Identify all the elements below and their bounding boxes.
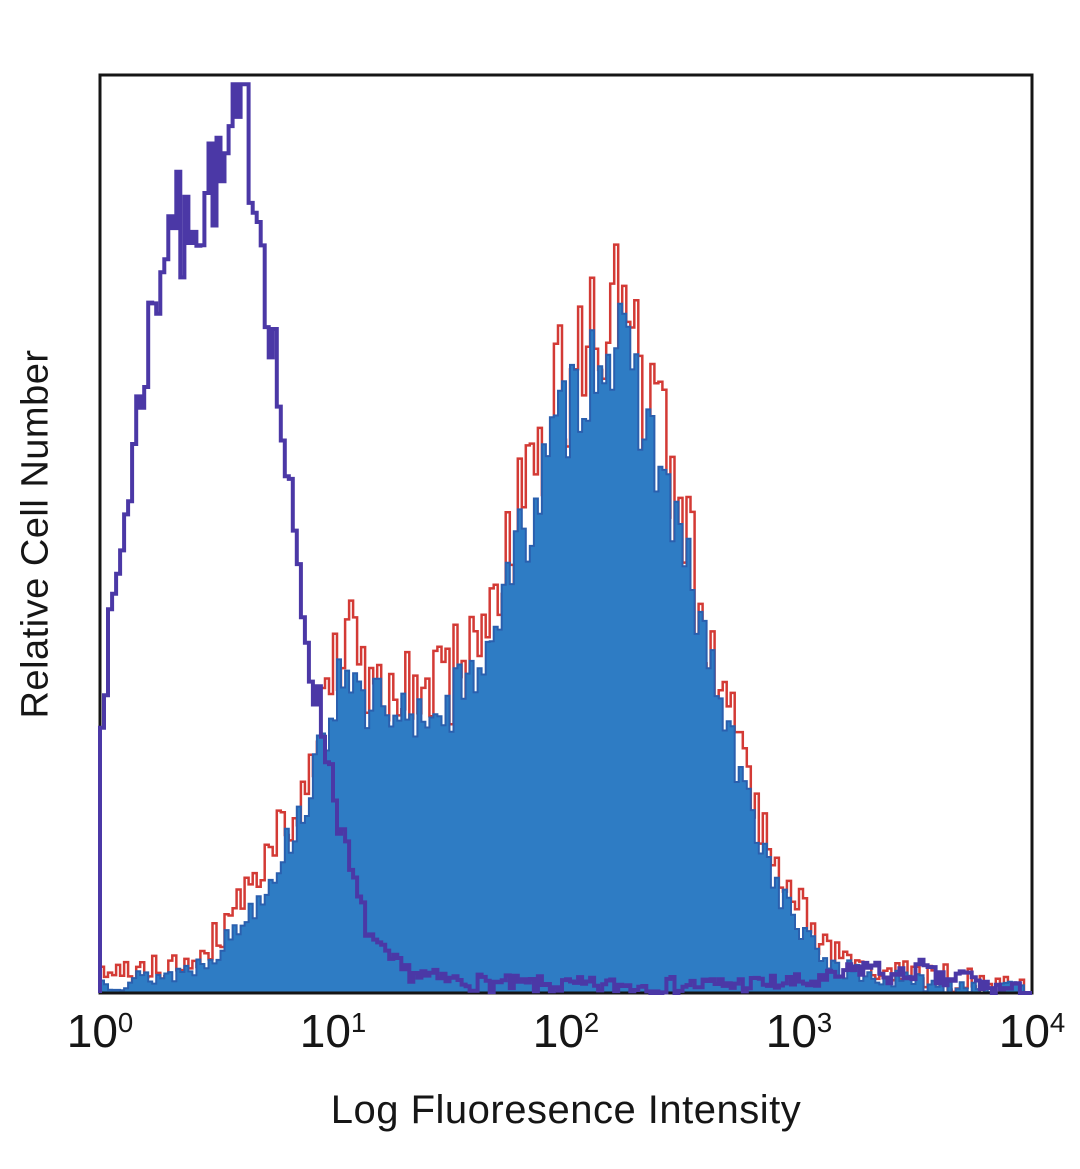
series-negative-control-open-purple bbox=[98, 82, 1032, 995]
y-axis-label: Relative Cell Number bbox=[14, 349, 57, 719]
x-axis-label: Log Fluoresence Intensity bbox=[330, 1088, 802, 1132]
series-stained-blue-filled bbox=[99, 302, 1032, 994]
plot-frame bbox=[98, 73, 1034, 995]
